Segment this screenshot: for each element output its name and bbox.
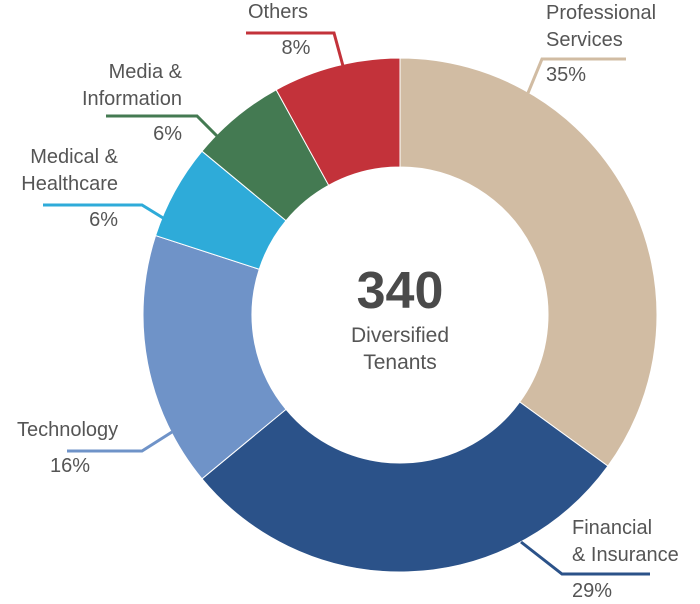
pct-label-professional-services: 35% (546, 64, 586, 86)
label-media-and-information-line1: Media & (109, 61, 183, 83)
pct-label-financial-and-insurance: 29% (572, 580, 612, 602)
slice-financial-and-insurance (201, 401, 609, 573)
center-caption-line1: Diversified (351, 324, 449, 347)
leader-line-professional-services (526, 57, 626, 94)
leader-line-medical-and-healthcare (43, 203, 169, 223)
leader-line-technology (67, 430, 173, 453)
label-professional-services-line1: Professional (546, 2, 656, 24)
pct-label-technology: 16% (50, 455, 90, 477)
label-others-line1: Others (248, 1, 308, 23)
slice-professional-services (399, 57, 658, 467)
pct-label-medical-and-healthcare: 6% (89, 209, 118, 231)
center-total-value: 340 (357, 262, 444, 320)
label-medical-and-healthcare-line2: Healthcare (21, 173, 118, 195)
label-professional-services-line2: Services (546, 29, 623, 51)
label-financial-and-insurance-line2: & Insurance (572, 544, 679, 566)
slice-technology (142, 234, 287, 480)
leader-line-media-and-information (106, 114, 220, 139)
label-media-and-information-line2: Information (82, 88, 182, 110)
pct-label-others: 8% (282, 37, 311, 59)
chart-leader-lines (43, 31, 650, 576)
label-medical-and-healthcare-line1: Medical & (30, 146, 118, 168)
leader-line-others (246, 31, 345, 67)
pct-label-media-and-information: 6% (153, 123, 182, 145)
label-technology-line1: Technology (17, 419, 118, 441)
slice-others (275, 57, 401, 186)
center-caption-line2: Tenants (363, 351, 437, 374)
chart-labels: Professional Services 35% Financial & Insura… (17, 1, 679, 602)
leader-line-financial-and-insurance (520, 540, 650, 576)
label-financial-and-insurance-line1: Financial (572, 517, 652, 539)
chart-slices (142, 57, 658, 573)
